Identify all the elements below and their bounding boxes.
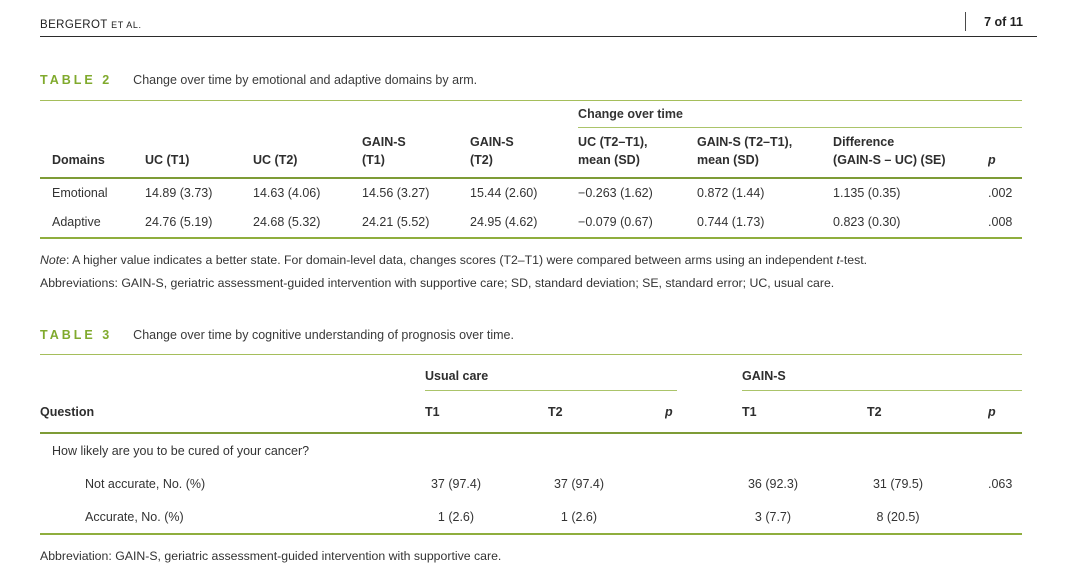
cell-gains-change: 0.872 (1.44): [697, 186, 765, 200]
table2-row-adaptive: Adaptive 24.76 (5.19) 24.68 (5.32) 24.21…: [40, 208, 1022, 238]
table2-col-difference: Difference (GAIN-S – UC) (SE): [833, 127, 989, 179]
table2-caption-text: Change over time by emotional and adapti…: [133, 73, 478, 87]
cell-gains-p: .063: [988, 477, 1013, 491]
running-head-etal: ET AL.: [111, 20, 142, 30]
note-t: t: [836, 252, 840, 267]
cell-value: 1 (2.6): [437, 509, 475, 524]
table2-caption: TABLE 2 Change over time by emotional an…: [40, 73, 1077, 87]
cell-gains-change: 0.744 (1.73): [697, 215, 765, 229]
cell-uc-t2: 14.63 (4.06): [253, 186, 321, 200]
table3-col-uc-t1: T1: [425, 404, 548, 434]
cell-gains-t2: 15.44 (2.60): [470, 186, 538, 200]
table2-abbreviations: Abbreviations: GAIN-S, geriatric assessm…: [40, 275, 835, 290]
cell-value: 3 (7.7): [754, 509, 792, 524]
cell-label: Accurate, No. (%): [85, 509, 184, 524]
table3-group-gains: GAIN-S: [742, 354, 1022, 405]
table3-group-row: Usual care GAIN-S: [40, 354, 1022, 405]
table3-col-gains-t1: T1: [742, 404, 867, 434]
table2-col-uc-t1: UC (T1): [145, 127, 253, 179]
table2-group-spacer: [40, 101, 578, 128]
table3-caption-text: Change over time by cognitive understand…: [133, 327, 514, 342]
table3-row-not-accurate: Not accurate, No. (%) 37 (97.4) 37 (97.4…: [40, 468, 1022, 501]
table2-group-row: Change over time: [40, 100, 1023, 128]
note-body: : A higher value indicates a better stat…: [65, 252, 837, 267]
cell-gains-t2: 31 (79.5): [867, 468, 988, 501]
cell-gains-t2: 8 (20.5): [867, 501, 988, 534]
table2-header-row: Domains UC (T1) UC (T2) GAIN-S (T1) GAIN…: [40, 127, 1023, 179]
table3-group-gains-label: GAIN-S: [742, 369, 1022, 391]
cell-uc-t1: 1 (2.6): [425, 501, 548, 534]
cell-difference: 0.823 (0.30): [833, 215, 901, 229]
table3-col-uc-p: p: [665, 404, 742, 434]
cell-difference: 1.135 (0.35): [833, 186, 901, 200]
table2-notes: Note: A higher value indicates a better …: [40, 249, 1045, 295]
table2-col-uc-change: UC (T2–T1), mean (SD): [578, 127, 698, 179]
cell-p: .008: [988, 215, 1013, 229]
note-end: -test.: [839, 252, 868, 267]
table3-col-gains-p: p: [988, 404, 1023, 434]
cell-domain: Adaptive: [52, 215, 101, 229]
cell-uc-p: [665, 501, 742, 534]
table2-col-p: p: [988, 127, 1023, 179]
cell-value: 37 (97.4): [553, 477, 605, 491]
cell-value: 8 (20.5): [876, 509, 920, 524]
table2-note-line: Note: A higher value indicates a better …: [40, 249, 1045, 272]
cell-gains-t1: 14.56 (3.27): [362, 186, 430, 200]
table3-col-question: Question: [40, 404, 425, 434]
cell-gains-t1: 3 (7.7): [742, 501, 867, 534]
cell-value: 36 (92.3): [747, 477, 799, 491]
table3-col-gains-t2: T2: [867, 404, 988, 434]
table3-row-accurate: Accurate, No. (%) 1 (2.6) 1 (2.6) 3 (7.7…: [40, 501, 1022, 534]
table2-col-gains-change: GAIN-S (T2–T1), mean (SD): [697, 127, 834, 179]
cell-gains-p: [988, 501, 1022, 534]
table3-group-usual-care-label: Usual care: [425, 369, 677, 391]
table3-header-row: Question T1 T2 p T1 T2 p: [40, 404, 1023, 434]
table3-group-spacer: [40, 354, 425, 405]
table3-label: TABLE 3: [40, 327, 113, 342]
cell-uc-p: [665, 468, 742, 501]
cell-uc-t2: 37 (97.4): [548, 468, 665, 501]
cell-uc-t2: 24.68 (5.32): [253, 215, 321, 229]
cell-p: .002: [988, 186, 1013, 200]
header-divider: [964, 12, 967, 31]
running-header: BERGEROT ET AL. 7 of 11: [40, 0, 1037, 37]
page-indicator-group: 7 of 11: [964, 12, 1037, 31]
table2-col-uc-t2: UC (T2): [253, 127, 362, 179]
cell-uc-t1: 24.76 (5.19): [145, 215, 213, 229]
table2-col-gains-t1: GAIN-S (T1): [362, 127, 470, 179]
cell-uc-t1: 37 (97.4): [425, 468, 548, 501]
cell-value: 37 (97.4): [430, 477, 482, 491]
table3-question: How likely are you to be cured of your c…: [52, 443, 310, 458]
table3-col-uc-t2: T2: [548, 404, 665, 434]
cell-gains-t1: 36 (92.3): [742, 468, 867, 501]
page-number: 7 of 11: [984, 14, 1023, 29]
cell-uc-change: −0.079 (0.67): [578, 215, 653, 229]
cell-uc-t2: 1 (2.6): [548, 501, 665, 534]
table3: Usual care GAIN-S Question T1 T2 p T1 T2…: [40, 353, 1023, 535]
cell-uc-change: −0.263 (1.62): [578, 186, 653, 200]
cell-value: 31 (79.5): [872, 477, 924, 491]
cell-uc-t1: 14.89 (3.73): [145, 186, 213, 200]
table2: Change over time Domains UC (T1) UC (T2)…: [40, 100, 1023, 239]
table2-col-gains-t2: GAIN-S (T2): [470, 127, 579, 179]
table2-group-header: Change over time: [578, 100, 1023, 128]
cell-gains-t1: 24.21 (5.52): [362, 215, 430, 229]
cell-value: 1 (2.6): [560, 509, 598, 524]
running-head: BERGEROT ET AL.: [40, 19, 142, 31]
table2-col-domains: Domains: [40, 127, 145, 179]
table3-question-row: How likely are you to be cured of your c…: [40, 433, 1022, 468]
running-head-authors: BERGEROT: [40, 19, 108, 31]
note-label: Note: [40, 252, 66, 267]
cell-label: Not accurate, No. (%): [85, 477, 206, 491]
table3-caption: TABLE 3 Change over time by cognitive un…: [40, 328, 1077, 342]
cell-domain: Emotional: [52, 186, 108, 200]
cell-gains-t2: 24.95 (4.62): [470, 215, 538, 229]
table2-label: TABLE 2: [40, 73, 113, 87]
table3-group-usual-care: Usual care: [425, 354, 742, 405]
table2-row-emotional: Emotional 14.89 (3.73) 14.63 (4.06) 14.5…: [40, 178, 1022, 208]
